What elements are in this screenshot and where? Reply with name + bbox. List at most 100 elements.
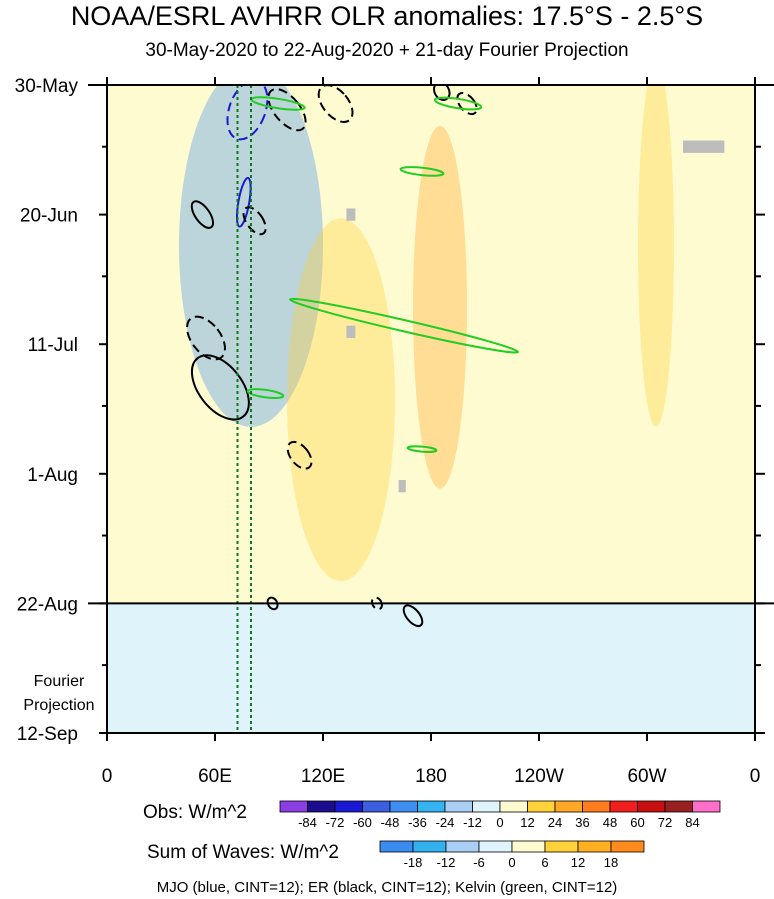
obs-colorbar-label: -48 bbox=[381, 815, 400, 830]
obs-colorbar-title: Obs: W/m^2 bbox=[143, 802, 247, 823]
missing-data-patch bbox=[398, 479, 406, 493]
reference-lines bbox=[236, 85, 252, 733]
x-tick-label: 120E bbox=[301, 766, 345, 787]
waves-colorbar-swatch bbox=[412, 840, 447, 853]
er-contour bbox=[186, 315, 226, 361]
er-contour bbox=[266, 596, 279, 611]
waves-colorbar-swatch bbox=[577, 840, 612, 853]
y-tick-label: 1-Aug bbox=[27, 465, 78, 486]
waves-colorbar-label: 0 bbox=[508, 855, 515, 870]
obs-colorbar-label: -84 bbox=[298, 815, 317, 830]
obs-colorbar-label: 24 bbox=[548, 815, 562, 830]
obs-colorbar-swatch bbox=[472, 800, 501, 813]
waves-colorbar-swatch bbox=[610, 840, 645, 853]
obs-colorbar-label: 84 bbox=[685, 815, 699, 830]
er-contour bbox=[371, 596, 383, 611]
obs-colorbar-swatch bbox=[362, 800, 391, 813]
obs-colorbar-swatch bbox=[307, 800, 336, 813]
er-contour bbox=[402, 604, 424, 628]
x-tick-label: 0 bbox=[102, 766, 113, 787]
kelvin-contour bbox=[288, 297, 520, 354]
er-contour bbox=[317, 85, 354, 123]
obs-colorbar-swatch bbox=[554, 800, 583, 813]
y-tick-label: 22-Aug bbox=[17, 594, 78, 615]
x-tick-label: 180 bbox=[415, 766, 447, 787]
obs-colorbar-swatch bbox=[527, 800, 556, 813]
x-axis: 0 60E 120E 180 120W 60W 0 bbox=[102, 77, 761, 787]
anomaly-south-america-dry bbox=[638, 85, 674, 427]
projection-label: Fourier Projection bbox=[23, 673, 94, 714]
kelvin-contour bbox=[399, 166, 445, 177]
obs-colorbar-swatch bbox=[389, 800, 418, 813]
wave-contours bbox=[186, 85, 725, 628]
obs-colorbar-label: 72 bbox=[658, 815, 672, 830]
obs-colorbar-swatch bbox=[499, 800, 528, 813]
obs-colorbar-swatch bbox=[692, 800, 721, 813]
anomaly-indian-ocean-dry bbox=[287, 218, 395, 582]
obs-colorbar-swatch bbox=[664, 800, 693, 813]
obs-colorbar-label: 36 bbox=[575, 815, 589, 830]
obs-colorbar-label: -72 bbox=[326, 815, 345, 830]
anomaly-field bbox=[107, 85, 755, 733]
obs-colorbar-swatch bbox=[582, 800, 611, 813]
mjo-contour bbox=[226, 85, 269, 141]
anomaly-dateline-dry bbox=[413, 125, 467, 489]
waves-colorbar-label: 12 bbox=[571, 855, 585, 870]
obs-colorbar-label: 0 bbox=[496, 815, 503, 830]
kelvin-contour bbox=[246, 388, 285, 400]
obs-colorbar-swatch bbox=[609, 800, 638, 813]
waves-colorbar-swatch bbox=[544, 840, 579, 853]
obs-period-background bbox=[107, 85, 755, 604]
obs-colorbar-label: 60 bbox=[630, 815, 644, 830]
y-axis: 30-May 20-Jun 11-Jul 1-Aug 22-Aug 12-Sep bbox=[15, 76, 765, 745]
obs-colorbar-label: -60 bbox=[353, 815, 372, 830]
obs-colorbar-swatch bbox=[444, 800, 473, 813]
er-contour bbox=[433, 85, 451, 101]
obs-colorbar-swatch bbox=[279, 800, 308, 813]
er-contour bbox=[267, 88, 307, 132]
x-tick-label: 0 bbox=[750, 766, 761, 787]
x-tick-label: 60W bbox=[627, 766, 666, 787]
waves-colorbar-swatch bbox=[478, 840, 513, 853]
waves-colorbar-label: -6 bbox=[473, 855, 485, 870]
y-tick-label: 12-Sep bbox=[17, 724, 78, 745]
waves-colorbar-title: Sum of Waves: W/m^2 bbox=[147, 842, 339, 863]
projection-label-line: Fourier bbox=[34, 673, 85, 690]
chart-title: NOAA/ESRL AVHRR OLR anomalies: 17.5°S - … bbox=[70, 1, 704, 31]
obs-colorbar-swatch bbox=[417, 800, 446, 813]
obs-colorbar-label: 48 bbox=[603, 815, 617, 830]
obs-colorbar-label: 12 bbox=[520, 815, 534, 830]
missing-data-patch bbox=[346, 325, 356, 339]
y-tick-label: 30-May bbox=[15, 76, 79, 97]
y-tick-label: 11-Jul bbox=[28, 335, 78, 356]
missing-data-patch bbox=[683, 140, 725, 153]
obs-colorbar-swatch bbox=[637, 800, 666, 813]
obs-colorbar-label: -12 bbox=[463, 815, 482, 830]
kelvin-contour bbox=[433, 96, 483, 111]
missing-data-patch bbox=[346, 208, 356, 221]
obs-colorbar-swatch bbox=[334, 800, 363, 813]
er-contour bbox=[286, 440, 313, 470]
waves-colorbar-label: -12 bbox=[437, 855, 456, 870]
obs-colorbar-label: -36 bbox=[408, 815, 427, 830]
chart-subtitle: 30-May-2020 to 22-Aug-2020 + 21-day Four… bbox=[145, 40, 629, 61]
y-tick-label: 20-Jun bbox=[20, 206, 78, 227]
x-tick-label: 120W bbox=[514, 766, 564, 787]
x-tick-label: 60E bbox=[198, 766, 232, 787]
obs-colorbar-label: -24 bbox=[436, 815, 455, 830]
waves-colorbar-label: 18 bbox=[604, 855, 618, 870]
er-contour bbox=[242, 206, 267, 236]
waves-colorbar-swatch bbox=[379, 840, 414, 853]
wave-legend-note: MJO (blue, CINT=12); ER (black, CINT=12)… bbox=[156, 879, 618, 896]
waves-colorbar-label: -18 bbox=[404, 855, 423, 870]
waves-colorbar: -18 -12 -6 0 6 12 18 bbox=[379, 840, 645, 870]
projection-period-background bbox=[107, 603, 755, 733]
obs-colorbar: -84 -72 -60 -48 -36 -24 -12 0 12 24 36 48 60 72 84 bbox=[279, 800, 721, 830]
er-contour bbox=[190, 200, 215, 229]
waves-colorbar-swatch bbox=[511, 840, 546, 853]
waves-colorbar-swatch bbox=[445, 840, 480, 853]
waves-colorbar-label: 6 bbox=[541, 855, 548, 870]
projection-label-line: Projection bbox=[23, 697, 94, 714]
kelvin-contour bbox=[406, 445, 438, 453]
